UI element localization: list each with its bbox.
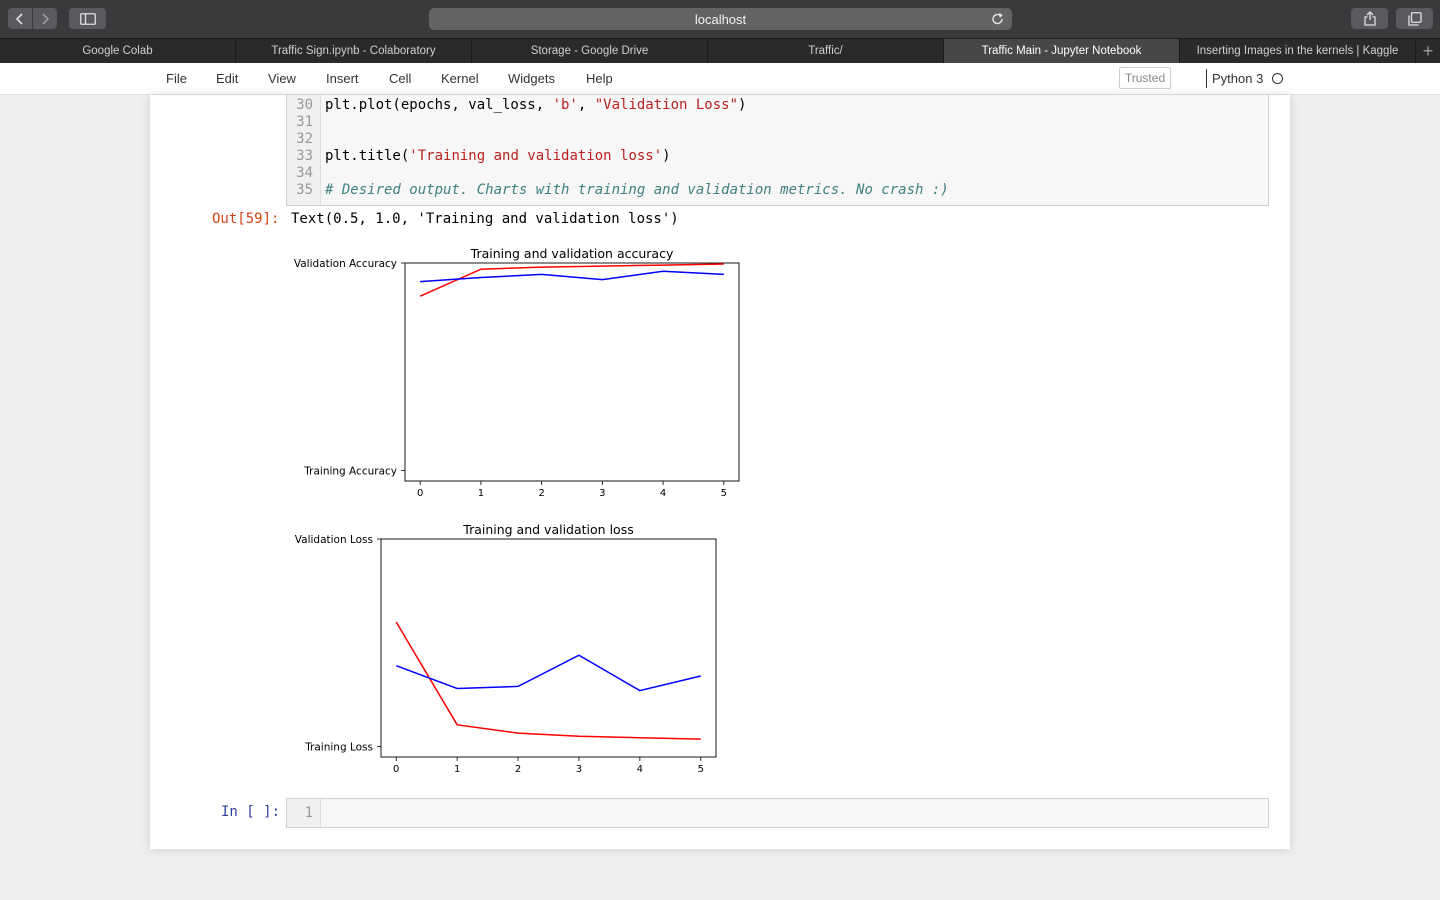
y-tick-label: Validation Loss [295,534,373,546]
x-tick-label: 0 [393,764,399,775]
tab-traffic-main[interactable]: Traffic Main - Jupyter Notebook [944,39,1180,63]
browser-tab-bar: Google Colab Traffic Sign.ipynb - Colabo… [0,38,1440,63]
chevron-right-icon [42,12,50,25]
x-tick-label: 1 [454,764,460,775]
line-number-gutter [287,95,321,205]
plot-frame [404,262,740,482]
kernel-name[interactable]: Python 3 [1212,71,1264,86]
tab-traffic[interactable]: Traffic/ [708,39,944,63]
share-icon [1363,11,1376,26]
new-tab-button[interactable]: + [1422,40,1434,61]
line-number: 30 [296,97,313,113]
tab-kaggle[interactable]: Inserting Images in the kernels | Kaggle [1180,39,1416,63]
x-tick-label: 0 [417,488,423,499]
address-bar[interactable]: localhost [429,8,1012,30]
line-number: 1 [304,805,313,821]
x-tick-label: 4 [660,488,666,499]
empty-code-cell[interactable]: 1 [286,798,1269,828]
menu-edit[interactable]: Edit [216,71,239,86]
menu-file[interactable]: File [166,71,187,86]
tabs-icon [1407,11,1422,26]
output-prompt: Out[59]: [212,211,280,227]
y-tick-label: Validation Accuracy [294,258,397,270]
accuracy-chart: Training and validation accuracy 0 1 2 3 4 5 Tr… [294,246,740,499]
output-text: Text(0.5, 1.0, 'Training and validation … [291,211,679,227]
series-line-red [419,263,724,297]
line-number-gutter [287,799,321,827]
series-line-red [395,621,701,740]
chevron-left-icon [15,12,23,25]
x-tick-label: 5 [721,488,727,499]
sidebar-button[interactable] [69,8,106,29]
back-button[interactable] [8,8,32,29]
x-tick-label: 2 [538,488,544,499]
url-text: localhost [694,11,747,27]
x-tick-label: 3 [576,764,582,775]
chart-title: Training and validation loss [462,522,633,537]
menu-insert[interactable]: Insert [326,71,359,86]
x-tick-label: 1 [478,488,484,499]
code-text: plt.plot(epochs, val_loss, 'b', "Validat… [325,97,747,113]
code-text: # Desired output. Charts with training a… [325,182,949,198]
code-cell[interactable]: 30 plt.plot(epochs, val_loss, 'b', "Valid… [286,95,1269,206]
line-number: 32 [296,131,313,147]
menu-view[interactable]: View [268,71,296,86]
forward-button[interactable] [33,8,57,29]
reload-icon[interactable] [990,11,1006,27]
line-number: 35 [296,182,313,198]
line-number: 34 [296,165,313,181]
loss-chart: Training and validation loss 0 1 2 3 4 5 Traini… [295,522,717,775]
chart-title: Training and validation accuracy [470,246,674,261]
y-tick-label: Training Accuracy [303,466,397,478]
browser-toolbar: localhost [0,0,1440,38]
sidebar-icon [79,12,96,25]
menu-widgets[interactable]: Widgets [508,71,555,86]
series-line-blue [420,270,724,283]
x-tick-label: 2 [515,764,521,775]
plot-frame [380,538,717,758]
share-button[interactable] [1351,8,1388,29]
y-tick-label: Training Loss [304,742,373,754]
menu-cell[interactable]: Cell [389,71,412,86]
jupyter-menubar: File Edit View Insert Cell Kernel Widget… [0,63,1440,95]
line-number: 31 [296,114,313,130]
menu-kernel[interactable]: Kernel [441,71,479,86]
tabs-overview-button[interactable] [1396,8,1433,29]
trusted-badge[interactable]: Trusted [1119,67,1171,89]
menu-help[interactable]: Help [586,71,613,86]
x-tick-label: 4 [637,764,643,775]
tab-google-colab[interactable]: Google Colab [0,39,236,63]
kernel-idle-icon [1272,73,1283,84]
line-number: 33 [296,148,313,164]
tab-traffic-sign[interactable]: Traffic Sign.ipynb - Colaboratory [236,39,472,63]
input-prompt: In [ ]: [221,804,281,820]
series-line-blue [395,654,701,692]
kernel-divider [1206,69,1207,88]
code-text: plt.title('Training and validation loss'… [325,148,671,164]
x-tick-label: 5 [698,764,704,775]
x-tick-label: 3 [599,488,605,499]
tab-google-drive[interactable]: Storage - Google Drive [472,39,708,63]
